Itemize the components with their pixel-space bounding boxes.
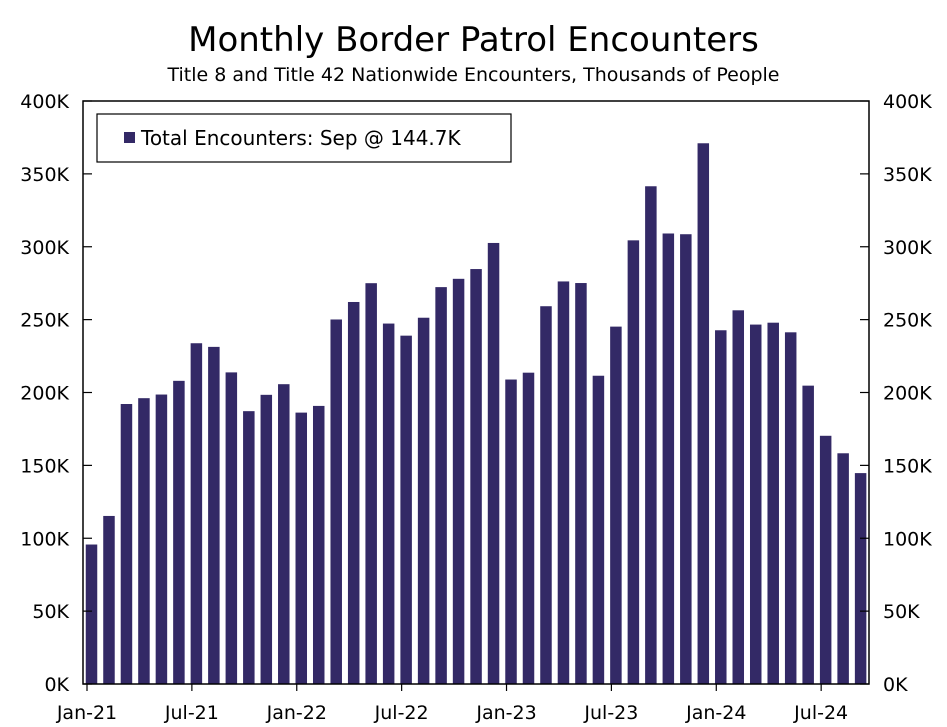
x-tick-label-1: Jul-21 xyxy=(164,702,219,724)
bar-6 xyxy=(190,343,203,684)
bar-23 xyxy=(487,242,500,684)
bar-17 xyxy=(382,323,395,684)
chart-title: Monthly Border Patrol Encounters xyxy=(188,20,759,60)
bar-16 xyxy=(365,283,377,684)
legend-swatch xyxy=(124,132,135,143)
x-axis: Jan-21 Jul-21 Jan-22 Jul-22 Jan-23 Jul-23 Jan-… xyxy=(56,684,848,724)
bar-21 xyxy=(452,278,465,684)
legend-box xyxy=(96,113,512,163)
bar-25 xyxy=(522,372,535,684)
y-tick-label-right-8: 400K xyxy=(883,91,932,113)
y-tick-label-right-5: 250K xyxy=(883,310,932,332)
bar-7 xyxy=(208,346,220,684)
bar-9 xyxy=(243,411,255,684)
bar-12 xyxy=(295,412,308,684)
bars-group xyxy=(85,143,867,685)
x-tick-label-6: Jan-24 xyxy=(685,702,746,724)
y-axes: 0K 0K 50K 50K 100K 100K 150K 150K 200K 200K 250K 25… xyxy=(20,91,932,696)
x-tick-label-3: Jul-22 xyxy=(374,702,429,724)
y-tick-label-left-4: 200K xyxy=(20,383,69,405)
bar-4 xyxy=(155,394,168,684)
bar-2 xyxy=(120,404,133,684)
bar-14 xyxy=(330,319,342,684)
bar-20 xyxy=(435,287,447,684)
chart-subtitle: Title 8 and Title 42 Nationwide Encounte… xyxy=(167,64,780,86)
bar-19 xyxy=(417,317,430,684)
y-tick-label-left-7: 350K xyxy=(20,164,69,186)
bar-30 xyxy=(610,326,622,684)
y-tick-label-right-7: 350K xyxy=(883,164,932,186)
y-tick-label-left-2: 100K xyxy=(20,528,69,550)
bar-37 xyxy=(732,310,745,684)
bar-18 xyxy=(400,335,412,684)
bar-34 xyxy=(680,234,692,684)
bar-39 xyxy=(767,322,779,684)
bar-0 xyxy=(85,544,98,684)
bar-13 xyxy=(312,405,325,684)
bar-15 xyxy=(347,301,360,684)
bar-38 xyxy=(749,324,762,684)
x-tick-label-2: Jan-22 xyxy=(266,702,327,724)
bar-44 xyxy=(854,473,867,684)
y-tick-label-left-0: 0K xyxy=(44,674,69,696)
bar-24 xyxy=(505,379,517,684)
y-tick-label-left-1: 50K xyxy=(32,601,69,623)
bar-27 xyxy=(557,281,570,684)
bar-11 xyxy=(278,384,290,684)
bar-1 xyxy=(103,515,115,684)
bar-3 xyxy=(138,398,150,684)
bar-31 xyxy=(627,240,640,684)
x-tick-label-5: Jul-23 xyxy=(583,702,638,724)
bar-35 xyxy=(697,143,710,684)
bar-26 xyxy=(540,306,552,684)
bar-28 xyxy=(575,283,587,684)
bar-8 xyxy=(225,372,238,684)
y-tick-label-right-1: 50K xyxy=(883,601,920,623)
bar-43 xyxy=(837,453,849,684)
bar-32 xyxy=(645,186,657,684)
bar-10 xyxy=(260,394,273,684)
legend-label: Total Encounters: Sep @ 144.7K xyxy=(140,126,462,150)
y-tick-label-right-3: 150K xyxy=(883,455,932,477)
y-tick-label-right-0: 0K xyxy=(883,674,908,696)
x-tick-label-0: Jan-21 xyxy=(56,702,117,724)
bar-41 xyxy=(802,385,814,684)
y-tick-label-right-4: 200K xyxy=(883,383,932,405)
y-tick-label-right-6: 300K xyxy=(883,237,932,259)
y-tick-label-right-2: 100K xyxy=(883,528,932,550)
bar-29 xyxy=(592,375,605,684)
y-tick-label-left-8: 400K xyxy=(20,91,69,113)
y-tick-label-left-5: 250K xyxy=(20,310,69,332)
bar-5 xyxy=(173,380,185,684)
bar-36 xyxy=(715,330,727,684)
legend: Total Encounters: Sep @ 144.7K xyxy=(96,113,512,163)
bar-22 xyxy=(470,269,482,684)
x-tick-label-7: Jul-24 xyxy=(793,702,848,724)
x-tick-label-4: Jan-23 xyxy=(475,702,536,724)
bar-42 xyxy=(819,435,832,684)
y-tick-label-left-3: 150K xyxy=(20,455,69,477)
bar-33 xyxy=(662,233,675,685)
y-tick-label-left-6: 300K xyxy=(20,237,69,259)
bar-40 xyxy=(784,332,797,684)
